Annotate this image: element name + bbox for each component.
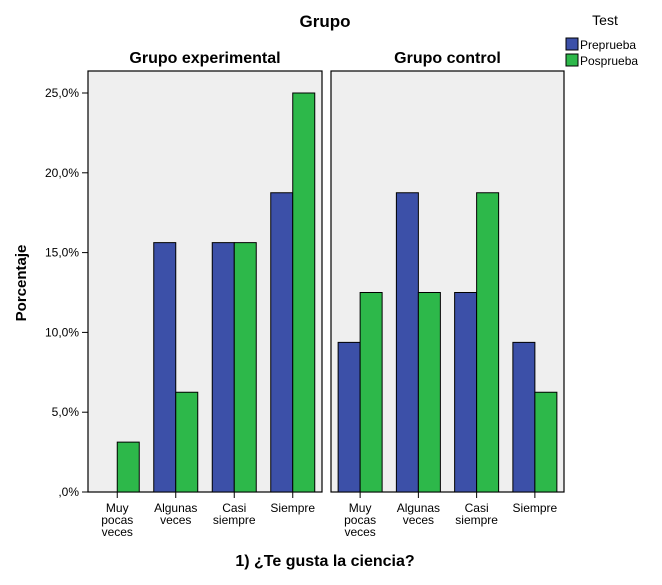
bar-preprueba: [211, 242, 235, 493]
bar-preprueba: [454, 292, 478, 493]
bar-preprueba: [270, 192, 294, 493]
bar-posprueba: [417, 292, 441, 493]
y-tick-label: 10,0%: [45, 325, 79, 339]
x-tick-label: Siempre: [270, 501, 315, 515]
x-tick-label-line: Muy: [106, 501, 129, 515]
y-tick-label: 5,0%: [52, 405, 80, 419]
x-tick-label-line: Algunas: [397, 501, 440, 515]
legend-label: Posprueba: [580, 54, 638, 68]
bar-posprueba: [116, 441, 140, 493]
x-axis-label: 1) ¿Te gusta la ciencia?: [235, 553, 414, 570]
legend-label: Preprueba: [580, 38, 636, 52]
y-tick-label: 25,0%: [45, 86, 79, 100]
y-axis-label: Porcentaje: [13, 245, 30, 322]
bar-posprueba: [175, 391, 199, 493]
y-tick-label: 20,0%: [45, 166, 79, 180]
y-tick-label: 15,0%: [45, 246, 79, 260]
bar-preprueba: [337, 341, 361, 493]
x-tick-label: Muy pocas veces: [344, 501, 376, 539]
y-tick-label: ,0%: [58, 485, 79, 499]
bar-posprueba: [233, 242, 257, 493]
x-tick-label-line: pocas: [101, 513, 133, 527]
chart-title: Grupo: [300, 12, 351, 31]
x-tick-label: Siempre: [513, 501, 558, 515]
bar-posprueba: [292, 92, 316, 493]
bar-posprueba: [534, 391, 558, 493]
legend-swatch: [565, 53, 579, 67]
x-tick-label: Casi siempre: [455, 501, 498, 527]
x-tick-label-line: siempre: [455, 513, 498, 527]
x-tick-label-line: Siempre: [270, 501, 315, 515]
x-tick-label-line: Casi: [465, 501, 489, 515]
legend-title: Test: [592, 12, 618, 28]
x-tick-label: Algunas veces: [154, 501, 197, 527]
x-tick-label-line: Algunas: [154, 501, 197, 515]
x-tick-label-line: veces: [160, 513, 191, 527]
x-tick-label: Casi siempre: [213, 501, 256, 527]
bar-preprueba: [512, 341, 536, 493]
x-tick-label: Algunas veces: [397, 501, 440, 527]
legend: Preprueba Posprueba: [565, 37, 638, 68]
x-tick-label: Muy pocas veces: [101, 501, 133, 539]
legend-swatch: [565, 37, 579, 51]
x-tick-label-line: pocas: [344, 513, 376, 527]
bar-preprueba: [395, 192, 419, 493]
bar-posprueba: [359, 292, 383, 493]
x-tick-label-line: veces: [344, 525, 375, 539]
x-tick-label-line: Casi: [222, 501, 246, 515]
x-tick-label-line: Siempre: [513, 501, 558, 515]
x-tick-label-line: veces: [403, 513, 434, 527]
bar-preprueba: [153, 242, 177, 493]
panel-title: Grupo control: [394, 50, 501, 67]
x-tick-label-line: veces: [102, 525, 133, 539]
x-tick-label-line: Muy: [349, 501, 372, 515]
x-tick-label-line: siempre: [213, 513, 256, 527]
bar-posprueba: [476, 192, 500, 493]
panel-title: Grupo experimental: [129, 50, 280, 67]
y-axis: ,0% 5,0% 10,0% 15,0% 20,0% 25,0%: [45, 86, 88, 499]
